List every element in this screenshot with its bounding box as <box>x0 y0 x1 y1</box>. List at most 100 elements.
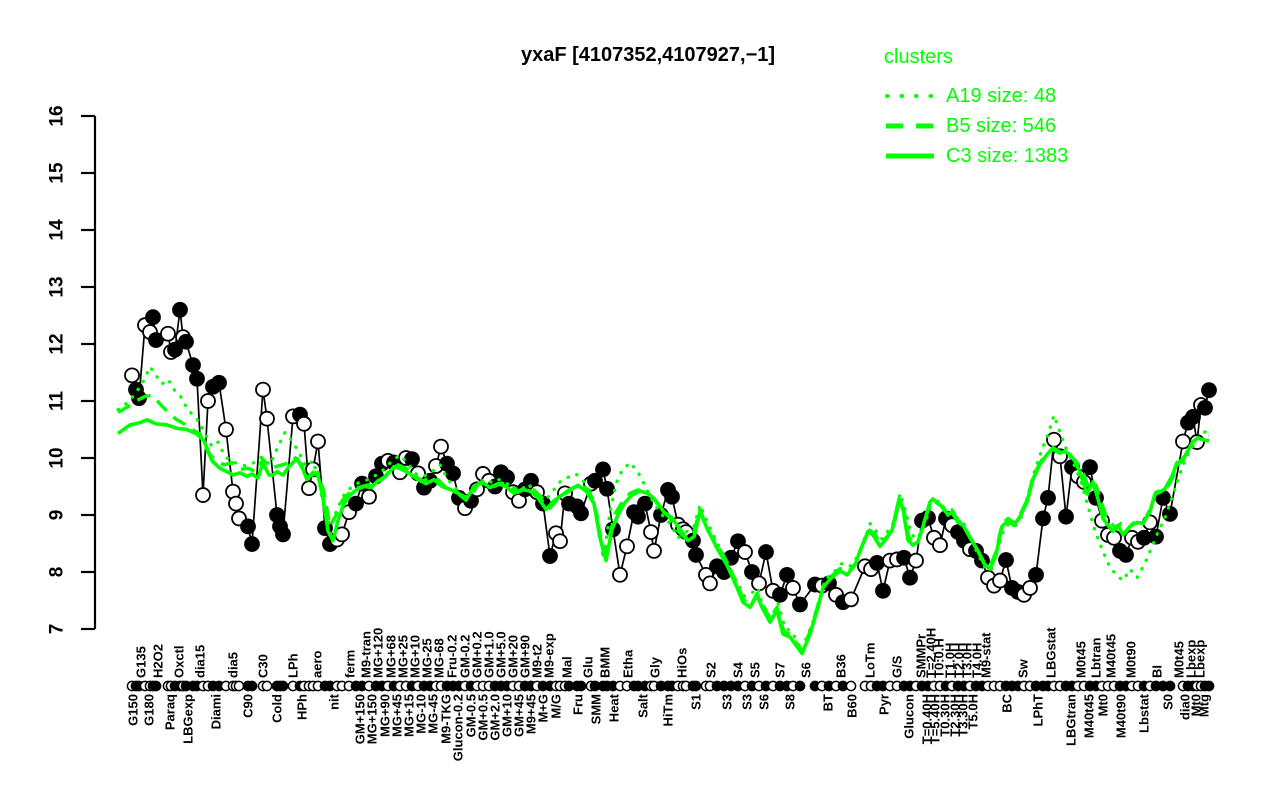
data-point-open <box>1175 433 1191 450</box>
x-axis-label: S6 <box>799 662 814 678</box>
x-axis-label: GM+5.0 <box>494 631 509 678</box>
condition-marker-filled <box>1164 680 1176 692</box>
x-axis-label: Fru-0.2 <box>445 635 460 678</box>
data-point-filled <box>688 547 704 563</box>
x-axis-label: Lbtran <box>1089 638 1104 679</box>
cluster-line-dotted <box>116 365 1209 647</box>
x-axis-label: MG+90 <box>378 694 393 737</box>
y-tick-label: 14 <box>47 219 68 241</box>
x-axis-label: Mt0 <box>1189 694 1204 716</box>
x-axis-label: BT <box>821 694 836 711</box>
x-axis-label: S5 <box>748 662 763 678</box>
data-point-open <box>124 367 140 384</box>
data-point-filled <box>145 309 161 326</box>
data-point-filled <box>1082 459 1098 476</box>
legend-item-b5: B5 size: 546 <box>884 111 1068 141</box>
x-axis-label: GM+0.2 <box>470 631 485 678</box>
x-axis-label: T3.30H <box>956 694 971 737</box>
x-axis-label: G150 <box>126 694 141 726</box>
x-axis-label: HPh <box>295 694 310 720</box>
x-axis-label: T2.30H <box>948 694 963 737</box>
x-axis-label: M+G <box>536 694 551 723</box>
x-axis-label: M40t90 <box>1114 694 1129 738</box>
x-axis-label: M0t45 <box>1074 641 1089 678</box>
legend-heading: clusters <box>884 46 953 68</box>
y-tick-label: 16 <box>47 105 68 126</box>
data-point-open <box>702 575 718 592</box>
x-axis-label: M9+45 <box>524 694 539 734</box>
condition-marker-filled <box>575 680 587 692</box>
series-A19 <box>116 365 1209 647</box>
data-point-filled <box>1148 528 1164 545</box>
cluster-legend: clusters A19 size: 48 B5 size: 546 C3 si… <box>884 46 1068 171</box>
legend-label-a19: A19 size: 48 <box>946 84 1057 107</box>
data-point-open <box>737 544 753 560</box>
data-point-filled <box>744 564 760 580</box>
x-axis-label: T1.0H <box>943 643 958 678</box>
y-tick-label: 15 <box>47 162 68 184</box>
data-point-filled <box>758 544 774 560</box>
data-point-filled <box>772 586 788 603</box>
x-axis-label: LPhT <box>1031 694 1046 727</box>
data-point-filled <box>211 374 227 391</box>
x-axis-label: LBGstat <box>1044 627 1059 678</box>
data-point-filled <box>348 495 364 512</box>
x-axis-label: GM+1.0 <box>482 631 497 678</box>
x-axis-label: T=0.40H <box>920 694 935 744</box>
x-axis-label: Glucon-0.2 <box>451 694 466 761</box>
x-axis-label: Cold <box>270 694 285 723</box>
data-point-filled <box>599 480 615 497</box>
data-point-open <box>218 421 234 438</box>
x-axis-label: M/G <box>549 694 564 719</box>
data-point-open <box>643 524 659 540</box>
x-axis-label: ferm <box>343 650 358 678</box>
x-axis-label: LBGexp <box>181 694 196 744</box>
data-point-filled <box>445 465 461 482</box>
y-tick-label: 10 <box>47 447 68 468</box>
x-axis-label: Glu <box>581 656 596 678</box>
data-point-filled <box>404 451 420 468</box>
x-axis-label: BC <box>1000 693 1015 712</box>
x-axis-label: GM+2.0 <box>488 694 503 741</box>
x-axis-label: MG+15 <box>402 694 417 737</box>
data-point-filled <box>573 505 589 522</box>
x-axis-label: LBGtran <box>1064 694 1079 746</box>
x-axis-label: T5.0H <box>966 694 981 729</box>
condition-marker-row <box>126 680 1215 692</box>
x-axis-label: Lbexp <box>1184 640 1199 678</box>
y-tick-label: 8 <box>47 567 68 578</box>
x-axis-label: M0t45 <box>1172 641 1187 678</box>
condition-marker-open <box>261 680 273 692</box>
data-point-filled <box>1035 510 1051 527</box>
condition-marker-filled <box>246 680 258 692</box>
x-axis-label: S0 <box>1161 694 1176 710</box>
data-point-open <box>433 438 449 455</box>
x-axis-label: MG-25 <box>420 638 435 678</box>
x-axis-label: GM+90 <box>518 635 533 678</box>
x-axis-label: GM+150 <box>353 694 368 744</box>
x-axis-label: T0.30H <box>938 694 953 737</box>
data-point-filled <box>1028 566 1044 583</box>
condition-marker-filled <box>1203 680 1215 692</box>
x-axis-label: Mt0 <box>1096 694 1111 716</box>
x-axis-label: Heat <box>607 693 622 722</box>
x-axis-label: S3 <box>720 694 735 710</box>
cluster-line-solid <box>116 418 1210 656</box>
data-point-filled <box>998 552 1014 568</box>
data-point-open <box>228 495 244 512</box>
x-axis-label: LPh <box>286 653 301 678</box>
data-point-filled <box>542 548 558 564</box>
gene-line <box>131 309 1210 607</box>
data-point-open <box>908 552 924 569</box>
x-axis-label: H2O2 <box>151 644 166 678</box>
data-point-filled <box>244 536 260 552</box>
x-axis-label: Mal <box>560 656 575 678</box>
data-point-filled <box>1162 505 1178 522</box>
x-axis-label: T0:0.H <box>932 638 947 678</box>
data-point-filled <box>148 332 164 348</box>
x-axis-label: M9-TKG <box>439 694 454 744</box>
data-point-open <box>160 325 176 342</box>
data-point-filled <box>875 582 891 599</box>
x-axis-label: HiOs <box>675 648 690 678</box>
